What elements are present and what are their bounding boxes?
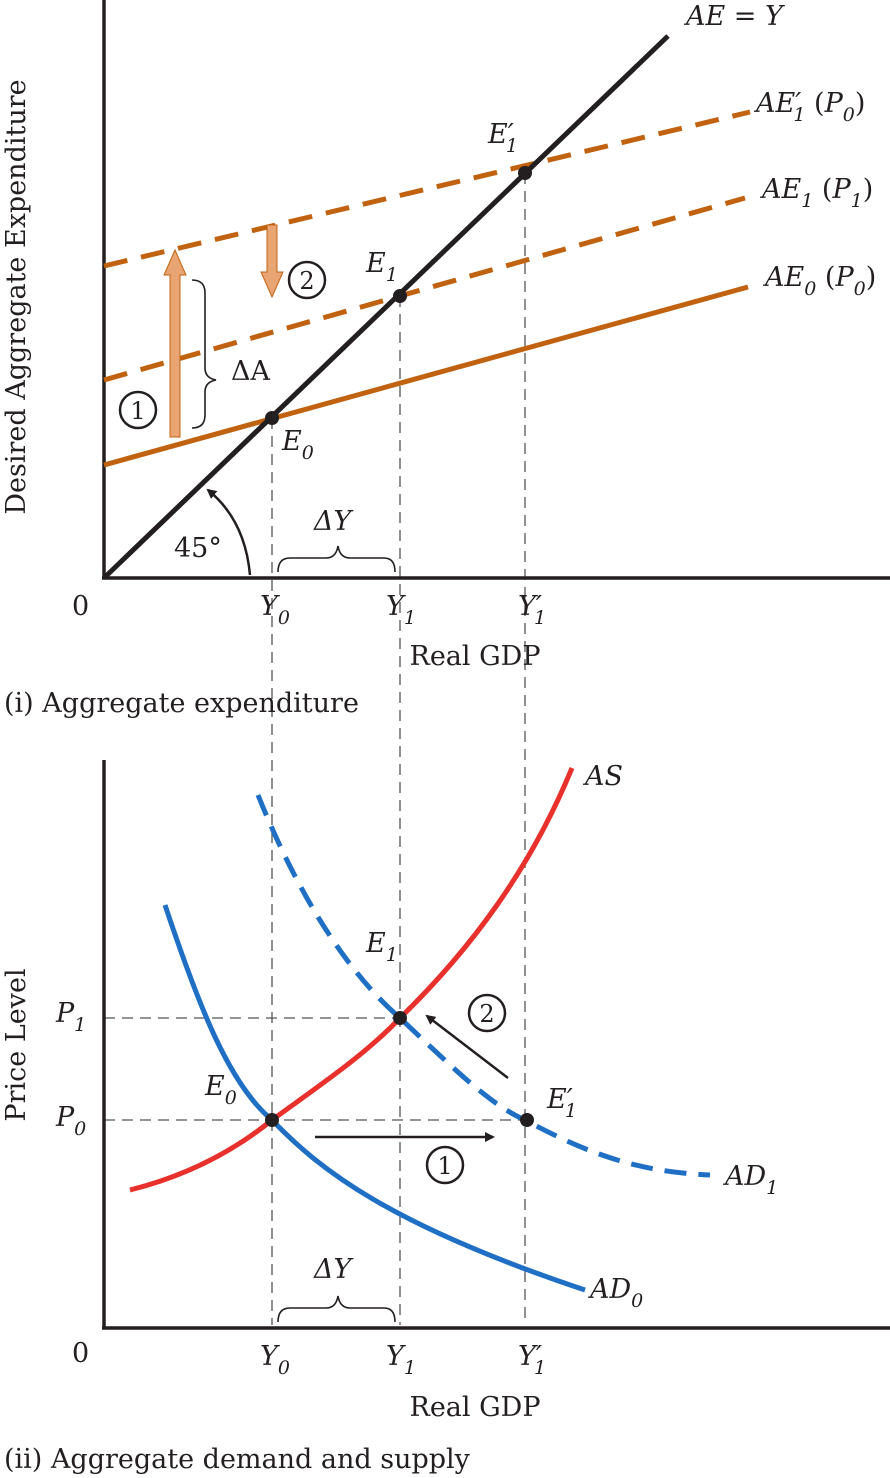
ae1-line (103, 195, 746, 383)
caption-bottom: (ii) Aggregate demand and supply (4, 1444, 471, 1475)
ae0-label: AE0 (P0) (762, 262, 876, 300)
ae-equals-y-label: AE = Y (683, 1, 785, 32)
shift-arrow-down (260, 224, 284, 299)
tick-y0-bottom: Y0 (260, 1341, 290, 1379)
ae0-line (103, 284, 749, 468)
tick-y1-bottom: Y1 (386, 1341, 416, 1379)
delta-a-label: ΔA (231, 356, 270, 387)
ad1-label: AD1 (722, 1161, 778, 1199)
delta-y-label-bottom: ΔY (313, 1254, 353, 1285)
as-label: AS (582, 761, 623, 792)
origin-label-top: 0 (72, 591, 89, 622)
tick-y1-top: Y1 (386, 591, 416, 629)
e1-prime-label: E′1 (487, 119, 518, 157)
angle-arc (206, 488, 252, 576)
e1-prime-label-bottom: E′1 (546, 1084, 577, 1122)
step-2-label-bottom: 2 (479, 1000, 494, 1028)
y-axis-label-bottom: Price Level (1, 968, 32, 1121)
ad0-label: AD0 (587, 1274, 643, 1312)
delta-y-brace-top (277, 545, 396, 573)
point-e1 (393, 289, 407, 303)
tick-y1-prime-bottom: Y′1 (518, 1341, 546, 1379)
panel-aggregate-demand-supply: 1 2 ΔY AS AD1 AD0 E1 E0 E′1 P1 P0 0 Y0 Y… (1, 760, 890, 1475)
step-1-circle-bottom (425, 1145, 465, 1185)
as-curve (129, 767, 575, 1193)
tick-y1-prime-top: Y′1 (518, 591, 546, 629)
ae1-prime-line (103, 109, 751, 269)
point-e1-prime (518, 166, 532, 180)
tick-p0: P0 (55, 1102, 86, 1140)
ae1-label: AE1 (P1) (759, 174, 873, 212)
y-axis-label-top: Desired Aggregate Expenditure (1, 79, 32, 514)
ae1-prime-label: AE′1 (P0) (753, 88, 865, 126)
point-e1-bottom (393, 1011, 407, 1025)
tick-y0-top: Y0 (260, 591, 290, 629)
e1-label: E1 (365, 248, 398, 286)
step-1-circle (118, 390, 158, 430)
e1-label-bottom: E1 (365, 928, 398, 966)
shift-arrow-up (163, 248, 187, 438)
step-1-label-bottom: 1 (437, 1152, 452, 1180)
point-e0 (265, 411, 279, 425)
point-e1-prime-bottom (520, 1113, 534, 1127)
caption-top: (i) Aggregate expenditure (4, 688, 359, 719)
x-axis-label-top: Real GDP (409, 641, 540, 672)
step-1-label: 1 (130, 397, 145, 425)
panel-aggregate-expenditure: ΔA 1 2 45° ΔY AE = Y AE′1 (P0) AE1 (P1) … (1, 0, 890, 1325)
e0-label-bottom: E0 (204, 1071, 237, 1109)
angle-label: 45° (174, 533, 222, 564)
tick-p1: P1 (55, 998, 86, 1036)
origin-label-bottom: 0 (72, 1338, 89, 1369)
step-2-circle-bottom (467, 993, 507, 1033)
step-2-circle (287, 260, 327, 300)
delta-a-brace (191, 279, 217, 429)
ad0-curve (162, 904, 586, 1293)
x-axis-label-bottom: Real GDP (409, 1392, 540, 1423)
shift-arrow-back (425, 1014, 509, 1079)
ae-equals-y-line (102, 34, 670, 580)
step-2-label: 2 (299, 267, 314, 295)
e0-label: E0 (281, 426, 314, 464)
ad1-curve (255, 794, 711, 1178)
point-e0-bottom (265, 1113, 279, 1127)
delta-y-label-top: ΔY (313, 506, 353, 537)
delta-y-brace-bottom (277, 1295, 396, 1323)
